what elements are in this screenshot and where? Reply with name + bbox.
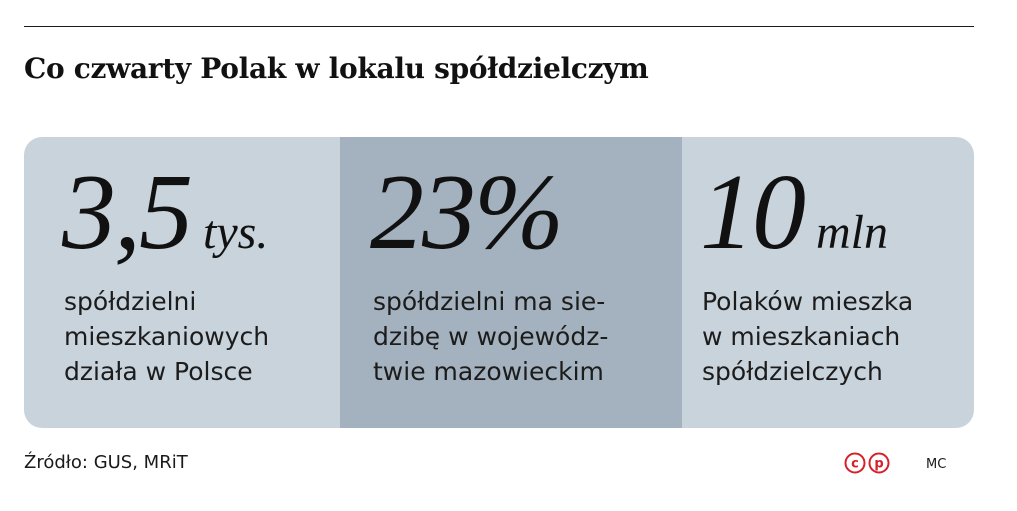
stat-description-line: działa w Polsce <box>64 357 253 386</box>
logo-c-icon: c <box>844 452 866 474</box>
stat-description-line: mieszkaniowych <box>64 322 270 351</box>
stat-unit: mln <box>816 206 888 259</box>
stat-residents-count: 10 mln Polaków mieszka w mieszkaniach spó… <box>682 137 974 428</box>
stat-unit: tys. <box>203 206 269 259</box>
stat-description-line: spółdzielni <box>64 287 197 316</box>
logo-letter-c: c <box>851 457 859 472</box>
stat-description-line: spółdzielni ma sie- <box>373 287 606 316</box>
stat-figure: 23% <box>370 159 564 267</box>
stat-description: spółdzielni ma sie- dzibę w wojewódz- tw… <box>373 284 608 389</box>
stat-description-line: Polaków mieszka <box>702 287 914 316</box>
stat-description-line: twie mazowieckim <box>373 357 604 386</box>
headline: Co czwarty Polak w lokalu spółdzielczym <box>24 52 649 85</box>
stat-description-line: dzibę w wojewódz- <box>373 322 609 351</box>
stat-value: 3,5 <box>62 153 193 272</box>
stat-description: spółdzielni mieszkaniowych działa w Pols… <box>64 284 269 389</box>
logo-p-icon: p <box>868 452 890 474</box>
stat-figure: 10 mln <box>700 159 888 267</box>
cp-logo: c p <box>844 452 890 474</box>
stat-description-line: spółdzielczych <box>702 357 883 386</box>
logo-letter-p: p <box>874 457 883 472</box>
stat-figure: 3,5 tys. <box>62 159 268 267</box>
stat-mazowieckie-share: 23% spółdzielni ma sie- dzibę w wojewódz… <box>340 137 682 428</box>
stat-description: Polaków mieszka w mieszkaniach spółdziel… <box>702 284 913 389</box>
stats-panel: 3,5 tys. spółdzielni mieszkaniowych dział… <box>24 137 974 428</box>
stat-value: 23% <box>370 153 564 272</box>
stat-value: 10 <box>700 153 806 272</box>
stat-description-line: w mieszkaniach <box>702 322 901 351</box>
source-note: Źródło: GUS, MRiT <box>24 452 188 473</box>
top-rule <box>24 26 974 27</box>
author-initials: MC <box>926 457 947 472</box>
stat-cooperatives-count: 3,5 tys. spółdzielni mieszkaniowych dział… <box>24 137 340 428</box>
